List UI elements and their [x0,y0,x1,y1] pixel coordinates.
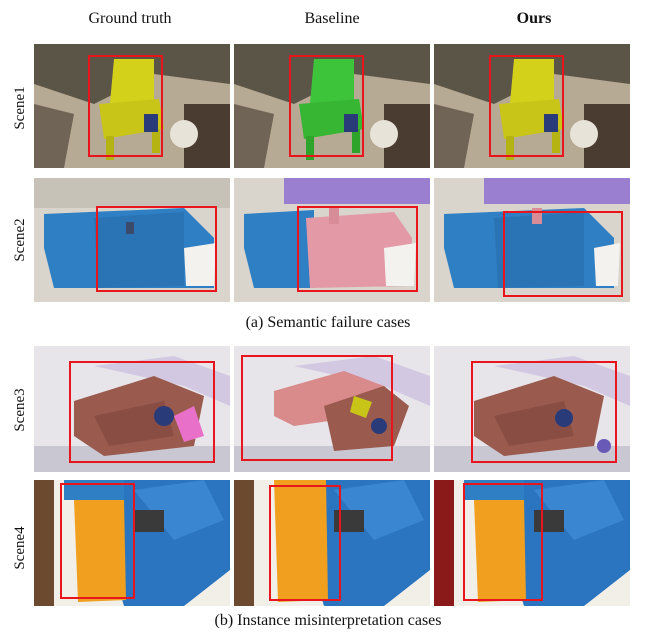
row-label-scene1: Scene1 [12,86,28,130]
scene3-baseline-image [234,346,430,472]
scene1-ours-image [434,44,630,168]
scene2-ground-truth-image [34,178,230,302]
scene4-ground-truth-image [34,480,230,606]
scene2-baseline-image [234,178,430,302]
row-label-scene3: Scene3 [12,388,28,432]
column-header-baseline: Baseline [304,10,360,27]
scene2-ours-image [434,178,630,302]
scene1-baseline-image [234,44,430,168]
scene4-ours-image [434,480,630,606]
scene1-ground-truth-image [34,44,230,168]
scene3-ours-image [434,346,630,472]
scene3-ground-truth-image [34,346,230,472]
scene4-baseline-image [234,480,430,606]
row-label-scene2: Scene2 [12,218,28,262]
column-header-ground-truth: Ground truth [88,10,172,27]
caption-instance-misinterpretation: (b) Instance misinterpretation cases [214,612,442,629]
caption-semantic-failure: (a) Semantic failure cases [245,314,411,331]
row-label-scene4: Scene4 [12,526,28,570]
column-header-ours: Ours [516,10,552,27]
